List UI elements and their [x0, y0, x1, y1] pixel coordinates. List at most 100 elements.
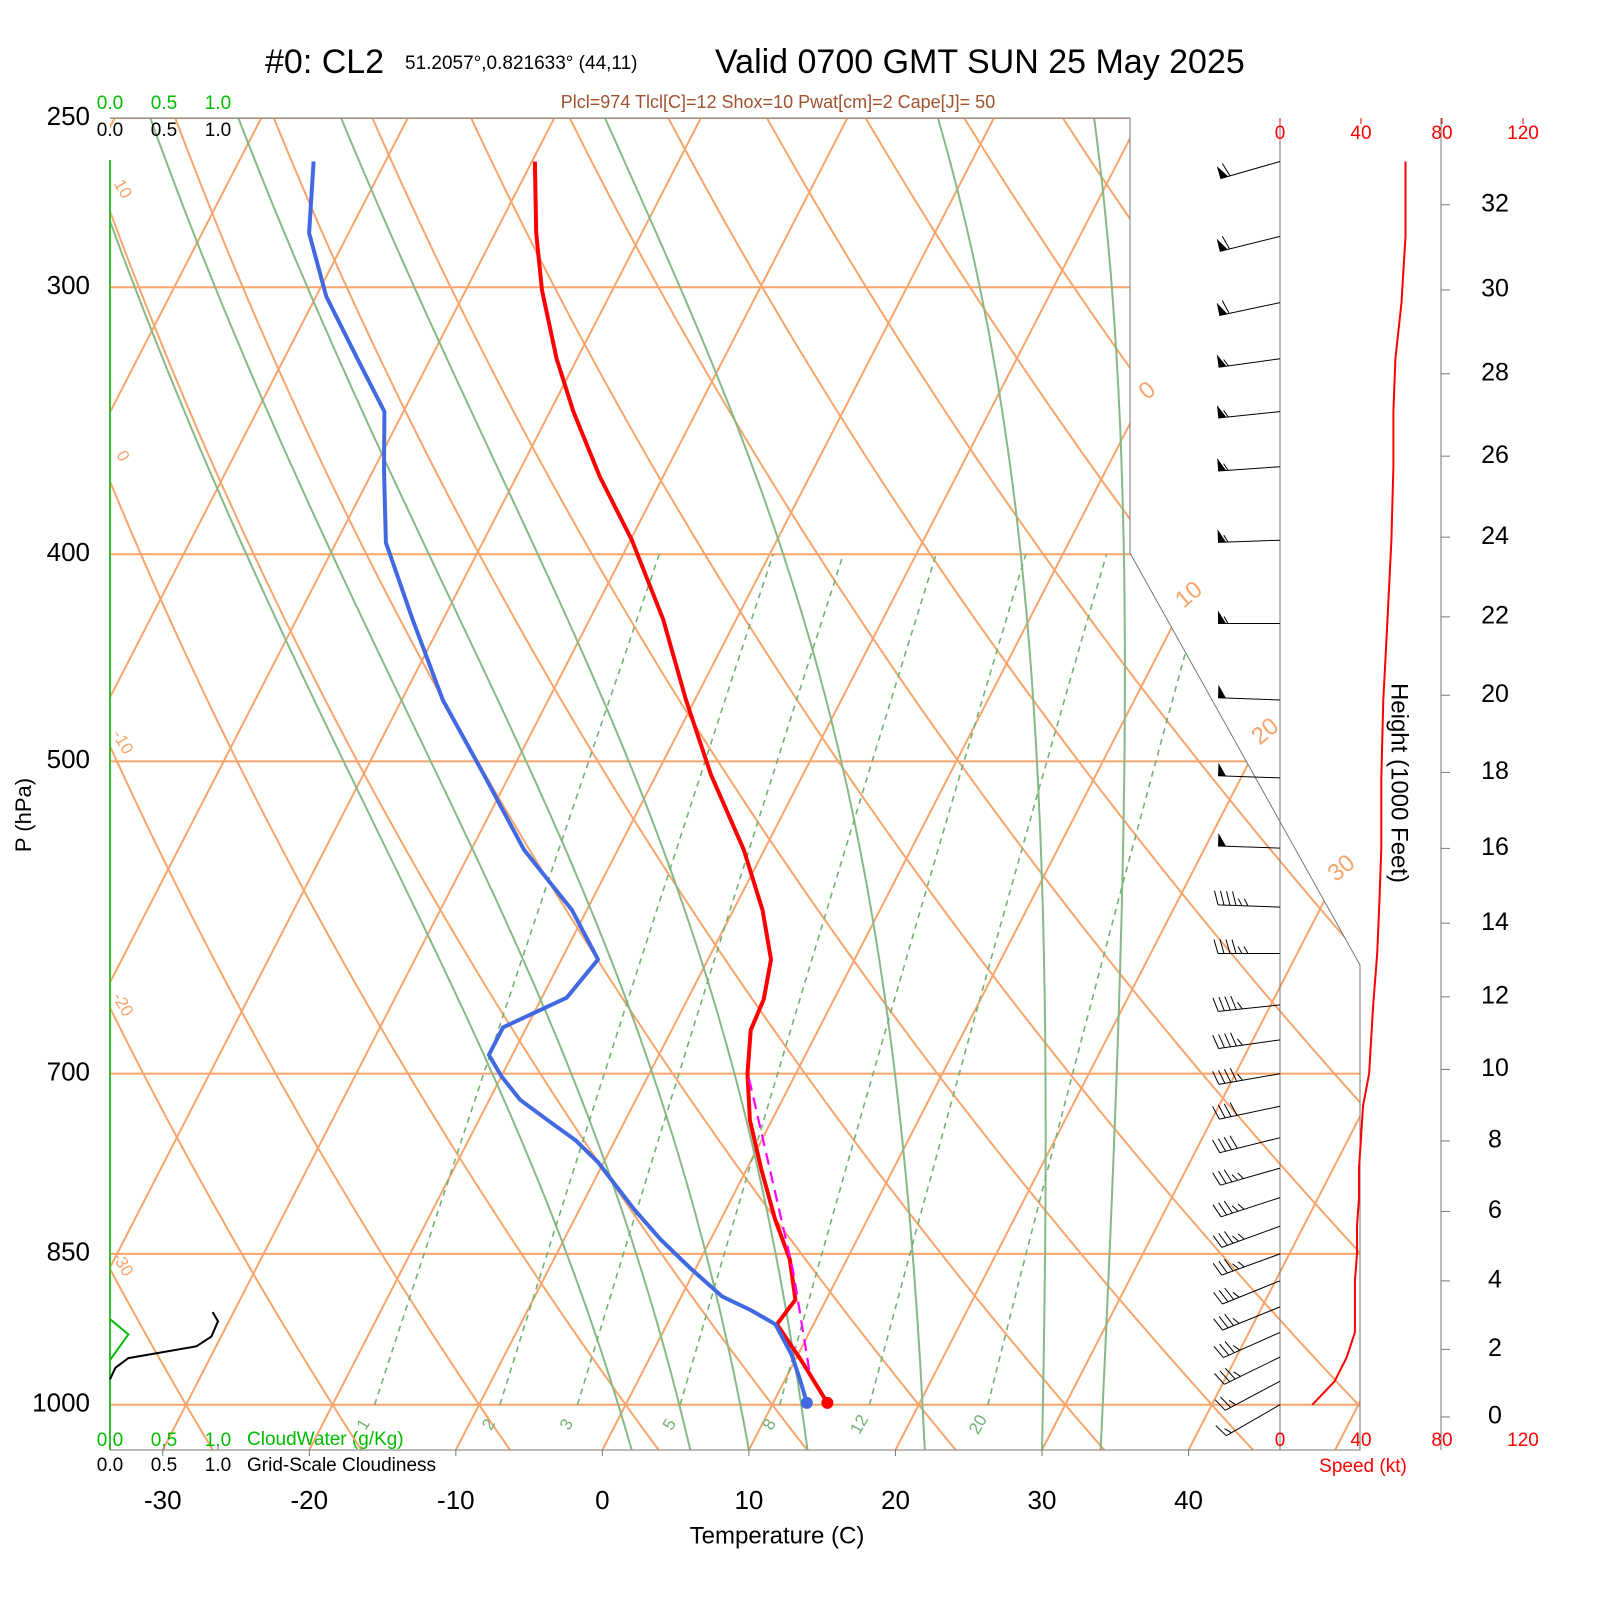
- moist-adiabat: [149, 118, 692, 1450]
- wind-barb: [1212, 1135, 1281, 1154]
- cloud-tick-label: 0.0: [97, 1455, 123, 1476]
- location: 51.2057°,0.821633° (44,11): [405, 53, 637, 74]
- isotherm: [748, 118, 1360, 1450]
- isotherm-label: 0: [1133, 376, 1161, 405]
- height-tick-label: 12: [1481, 981, 1509, 1009]
- height-tick-label: 14: [1481, 908, 1509, 936]
- wind-pennant: [1217, 529, 1226, 543]
- wind-barb: [1212, 1102, 1281, 1120]
- speed-tick-label: 120: [1507, 1430, 1539, 1451]
- speed-tick-label: 0: [1275, 1430, 1286, 1451]
- mixing-ratio-line: [576, 553, 845, 1405]
- surface-marker: [821, 1396, 834, 1409]
- moist-adiabat: [1093, 118, 1126, 1450]
- x-tick-label: -20: [291, 1485, 329, 1515]
- isotherm-label: 20: [1246, 712, 1284, 750]
- wind-barb: [1217, 697, 1281, 701]
- isotherm: [110, 118, 556, 1450]
- wind-barb: [1219, 300, 1281, 316]
- height-tick-label: 30: [1481, 275, 1509, 303]
- wind-barb: [1213, 1306, 1281, 1331]
- mixing-ratio-line: [868, 553, 1108, 1405]
- y-tick-label: 700: [47, 1057, 90, 1087]
- mixing-ratio-label: 5: [659, 1416, 680, 1434]
- dry-adiabat: [110, 118, 808, 1450]
- cloud-tick-label: 0.5: [151, 120, 177, 141]
- wind-barb: [1214, 1356, 1281, 1385]
- wind-pennant: [1216, 238, 1228, 252]
- dry-adiabat: [864, 118, 1360, 1450]
- mixing-ratio-label: 20: [965, 1411, 991, 1437]
- y-tick-label: 250: [47, 101, 90, 131]
- x-tick-label: -30: [144, 1485, 182, 1515]
- height-tick-label: 2: [1488, 1334, 1502, 1362]
- speed-tick-label: 40: [1350, 1430, 1371, 1451]
- isotherm: [110, 118, 263, 1450]
- x-tick-label: 10: [734, 1485, 763, 1515]
- profile-line: [532, 161, 830, 1404]
- wind-barb: [1217, 775, 1281, 779]
- speed-tick-label: 80: [1431, 123, 1452, 144]
- plot-frame: [110, 117, 1361, 1451]
- cloudiness-label: Grid-Scale Cloudiness: [247, 1455, 436, 1476]
- height-tick-label: 32: [1481, 189, 1509, 217]
- cloud-tick-label: 0.5: [151, 1430, 177, 1451]
- wind-barb: [1215, 1404, 1281, 1437]
- cloud-water-label: CloudWater (g/Kg): [247, 1429, 404, 1450]
- height-tick-label: 16: [1481, 833, 1509, 861]
- mixing-ratio-line: [778, 553, 1027, 1405]
- wind-barb: [1218, 463, 1281, 472]
- cloud-tick-label: 0.0: [97, 120, 123, 141]
- mixing-ratio-line: [987, 553, 1214, 1405]
- wind-barb: [1217, 845, 1281, 849]
- isotherm: [161, 118, 849, 1450]
- y-tick-label: 500: [47, 744, 90, 774]
- dry-adiabat: [110, 118, 214, 1450]
- wind-barb: [1213, 1280, 1281, 1305]
- speed-tick-label: 120: [1507, 123, 1539, 144]
- frame: [109, 117, 1442, 1451]
- cloud-profile: [109, 1311, 220, 1380]
- moist-adiabat: [340, 118, 809, 1450]
- wind-barb: [1212, 1032, 1281, 1049]
- wind-barb: [1219, 235, 1281, 252]
- isotherm: [308, 118, 995, 1450]
- moist-adiabat: [237, 118, 750, 1450]
- height-tick-label: 26: [1481, 441, 1509, 469]
- wind-pennant: [1218, 833, 1226, 847]
- wind-pennant: [1218, 684, 1226, 699]
- height-tick-label: 4: [1488, 1265, 1502, 1293]
- isotherm-label: 30: [1323, 849, 1361, 887]
- x-tick-label: 30: [1028, 1485, 1057, 1515]
- cloud-tick-label: 0.5: [151, 93, 177, 114]
- wind-pennant: [1218, 762, 1226, 776]
- wind-barb: [1217, 534, 1281, 543]
- y-tick-label: 300: [47, 270, 90, 300]
- isotherm: [1187, 118, 1360, 1450]
- x-axis-label: Temperature (C): [690, 1522, 865, 1549]
- dry-adiabat: [110, 118, 660, 1450]
- dry-adiabat: [568, 118, 1360, 1450]
- moist-adiabat: [110, 118, 633, 1450]
- wind-barb: [1212, 1225, 1281, 1248]
- wind-pennant: [1216, 354, 1227, 368]
- y-axis-label: P (hPa): [11, 778, 36, 852]
- wind-barb: [1214, 1380, 1281, 1411]
- height-tick-label: 20: [1481, 680, 1509, 708]
- speed-tick-label: 80: [1431, 1430, 1452, 1451]
- cloud-tick-label: 1.0: [205, 120, 231, 141]
- y-tick-label: 850: [47, 1237, 90, 1267]
- height-tick-label: 22: [1481, 601, 1509, 629]
- isotherm-label: 10: [1170, 576, 1208, 614]
- x-tick-label: -10: [437, 1485, 475, 1515]
- isotherm: [1041, 118, 1360, 1450]
- dry-adiabat-label: 0: [112, 447, 133, 465]
- wind-pennant: [1216, 302, 1228, 316]
- surface-marker: [800, 1396, 813, 1409]
- mixing-ratio-line: [373, 553, 660, 1405]
- dry-adiabat: [110, 118, 511, 1450]
- wind-barb: [1212, 1167, 1281, 1186]
- wind-barb: [1218, 410, 1281, 419]
- isotherm: [110, 118, 409, 1450]
